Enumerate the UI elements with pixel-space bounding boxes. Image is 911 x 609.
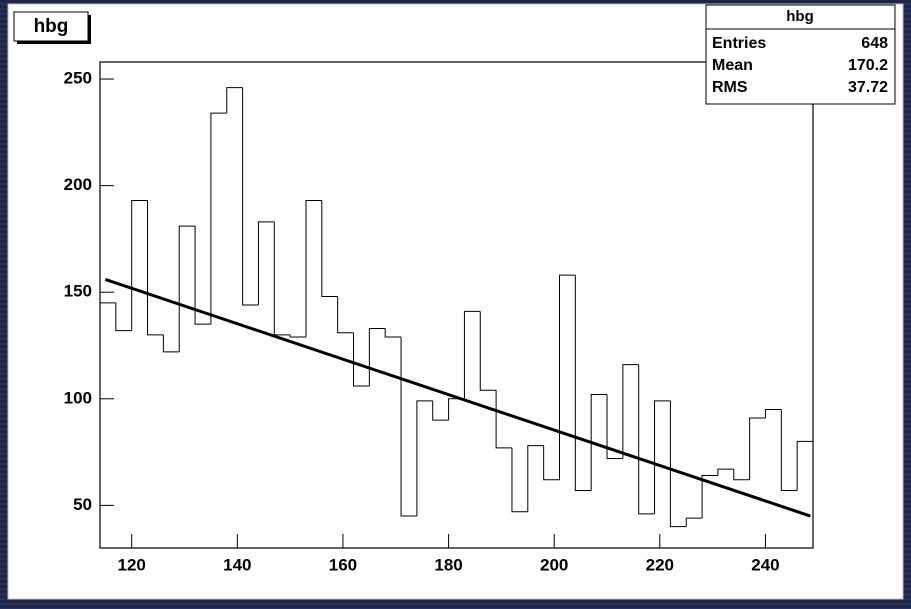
stats-label: RMS xyxy=(712,79,748,96)
histogram-bin xyxy=(749,417,766,480)
histogram-bin xyxy=(210,112,227,325)
histogram-bin xyxy=(733,469,750,481)
x-tick-label: 180 xyxy=(434,555,462,574)
x-tick-label: 140 xyxy=(223,555,251,574)
stats-title: hbg xyxy=(786,8,814,25)
histogram-bin xyxy=(654,400,671,514)
histogram-bin xyxy=(337,296,354,334)
chart-title: hbg xyxy=(34,16,69,37)
stats-label: Mean xyxy=(712,57,753,74)
histogram-bin xyxy=(764,408,782,418)
histogram-bin xyxy=(384,328,402,338)
x-tick-label: 220 xyxy=(646,555,674,574)
histogram-bin xyxy=(463,310,481,399)
y-tick-label: 250 xyxy=(64,69,92,88)
histogram-bin xyxy=(400,336,417,517)
stats-value: 170.2 xyxy=(848,57,888,74)
stats-value: 648 xyxy=(861,35,888,52)
histogram-bin xyxy=(305,200,322,337)
histogram-bin xyxy=(194,226,211,325)
histogram-bin xyxy=(289,334,306,338)
y-tick-label: 200 xyxy=(64,175,92,194)
title-box xyxy=(13,11,89,42)
stats-box xyxy=(705,4,896,105)
histogram-bin xyxy=(780,409,798,491)
x-tick-label: 200 xyxy=(540,555,568,574)
histogram-bin xyxy=(574,275,592,491)
histogram-bin xyxy=(178,225,196,352)
histogram-bin xyxy=(353,332,370,387)
x-tick-label: 120 xyxy=(118,555,146,574)
histogram-bin xyxy=(590,394,608,491)
histogram-bin xyxy=(416,400,433,517)
histogram-bin xyxy=(622,364,639,459)
histogram-bin xyxy=(796,440,814,548)
x-tick-label: 160 xyxy=(329,555,357,574)
histogram-bin xyxy=(543,445,560,481)
histogram-bin xyxy=(115,302,132,332)
histogram-bin xyxy=(162,334,180,353)
y-tick-label: 100 xyxy=(64,388,92,407)
histogram-bin xyxy=(257,221,275,305)
histogram-bin xyxy=(432,400,449,421)
histogram-bin xyxy=(511,447,528,513)
histogram-bin xyxy=(226,87,243,114)
histogram-bin xyxy=(685,517,703,527)
histogram-bin xyxy=(701,475,718,519)
histogram-bin xyxy=(321,200,338,297)
fit-line xyxy=(104,277,811,518)
histogram-bin xyxy=(558,274,576,480)
histogram-bin xyxy=(242,87,259,306)
histogram-bin xyxy=(479,311,497,391)
y-tick-label: 50 xyxy=(73,495,92,514)
histogram-bin xyxy=(669,400,687,528)
y-tick-label: 150 xyxy=(64,282,92,301)
histogram-bin xyxy=(717,468,734,476)
histogram-bin xyxy=(638,364,655,515)
x-tick-label: 240 xyxy=(751,555,779,574)
histogram-bin xyxy=(527,445,544,512)
histogram-bin xyxy=(606,394,623,459)
histogram-bin xyxy=(147,200,164,336)
stats-label: Entries xyxy=(712,35,766,52)
stats-value: 37.72 xyxy=(848,79,888,96)
histogram-bin xyxy=(99,302,116,548)
